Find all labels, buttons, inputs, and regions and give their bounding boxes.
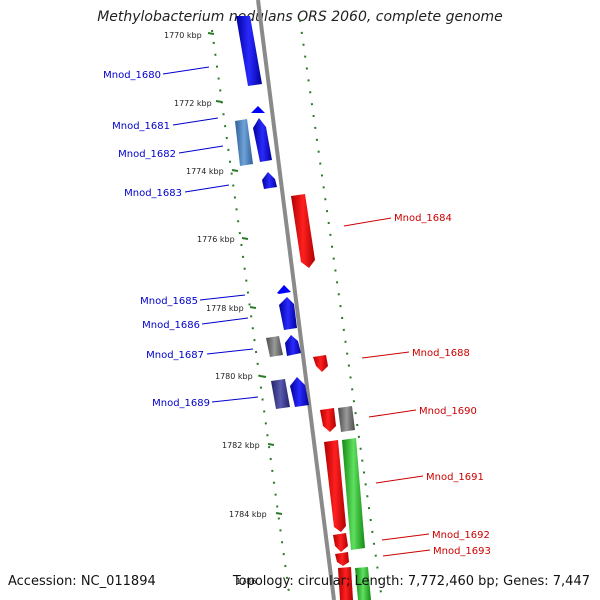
tick-label: 1772 kbp [174,99,212,108]
gene-label[interactable]: Mnod_1680 [103,70,161,81]
gene-mnod-1690-red[interactable] [320,408,336,432]
gene-mnod-1685[interactable] [277,285,291,294]
tick-label: 1778 kbp [206,304,244,313]
tick-label: 1780 kbp [215,372,253,381]
genome-axis [256,0,336,600]
outer-right-track [299,19,383,600]
tick-label: 1770 kbp [164,31,202,40]
gene-mnod-1691-red[interactable] [324,440,346,532]
gene-label[interactable]: Mnod_1689 [152,398,210,409]
map-title: Methylobacterium nodulans ORS 2060, comp… [97,9,503,25]
gene-mnod-1680[interactable] [236,16,262,86]
gene-label[interactable]: Mnod_1681 [112,121,170,132]
gene-mnod-1683[interactable] [262,172,277,189]
reverse-genes [291,194,371,600]
tick-label: 1776 kbp [197,235,235,244]
forward-genes [235,16,309,409]
gene-bottom-red[interactable] [338,567,353,600]
gene-mnod-1687-grey[interactable] [266,336,283,357]
gene-label[interactable]: Mnod_1692 [432,530,490,541]
tick-label: 1782 kbp [222,441,260,450]
right-gene-labels: Mnod_1684 Mnod_1688 Mnod_1690 Mnod_1691 … [394,213,491,557]
gene-mnod-1692[interactable] [333,533,348,552]
gene-label[interactable]: Mnod_1693 [433,546,491,557]
gene-mnod-1691-green[interactable] [342,438,365,550]
tick-label: 1784 kbp [229,510,267,519]
tick-label: 1774 kbp [186,167,224,176]
gene-small-blue[interactable] [251,106,265,113]
gene-mnod-1681[interactable] [235,119,253,166]
gene-label[interactable]: Mnod_1683 [124,188,182,199]
gene-mnod-1682[interactable] [253,118,272,162]
gene-mnod-1688[interactable] [313,355,328,372]
gene-label[interactable]: Mnod_1690 [419,406,477,417]
left-label-lines [162,66,259,403]
gene-label[interactable]: Mnod_1688 [412,348,470,359]
gene-bottom-green[interactable] [355,567,371,600]
gene-label[interactable]: Mnod_1686 [142,320,200,331]
topology-summary: Topology: circular; Length: 7,772,460 bp… [232,574,590,589]
tick-labels: 1770 kbp 1772 kbp 1774 kbp 1776 kbp 1778… [164,31,267,586]
gene-mnod-1687[interactable] [285,335,301,356]
right-label-lines [343,217,431,557]
gene-label[interactable]: Mnod_1685 [140,296,198,307]
accession-label: Accession: NC_011894 [8,574,156,589]
gene-mnod-1686[interactable] [279,297,297,330]
gene-mnod-1689-purple[interactable] [271,379,290,409]
gene-label[interactable]: Mnod_1684 [394,213,452,224]
tick-label: 1786 [236,577,256,586]
left-gene-labels: Mnod_1680 Mnod_1681 Mnod_1682 Mnod_1683 … [103,70,210,409]
gene-mnod-1684[interactable] [291,194,315,268]
tick-marks [207,32,283,515]
gene-label[interactable]: Mnod_1682 [118,149,176,160]
gene-mnod-1690-grey[interactable] [338,406,355,432]
gene-mnod-1693[interactable] [335,552,349,566]
gene-label[interactable]: Mnod_1691 [426,472,484,483]
gene-label[interactable]: Mnod_1687 [146,350,204,361]
gene-mnod-1689[interactable] [290,377,309,407]
